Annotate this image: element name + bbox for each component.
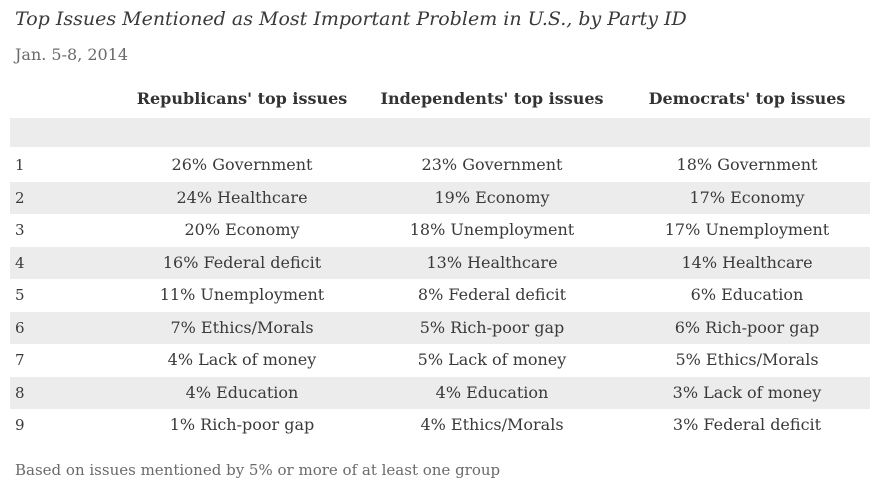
republican-issue-cell: 26% Government <box>171 155 313 174</box>
independent-issue-cell: 23% Government <box>421 155 563 174</box>
header-band <box>10 118 870 147</box>
republican-issue-cell: 4% Lack of money <box>167 350 317 369</box>
rank-cell: 4 <box>15 253 25 272</box>
democrat-issue-cell: 5% Ethics/Morals <box>675 350 819 369</box>
republican-issue-cell: 16% Federal deficit <box>162 252 322 272</box>
issues-table: 1 26% Government 23% Government 18% Gove… <box>10 149 870 442</box>
republican-issue-cell: 24% Healthcare <box>176 187 308 207</box>
footnote: Based on issues mentioned by 5% or more … <box>15 461 501 479</box>
rank-cell: 8 <box>15 383 25 402</box>
republican-issue-cell: 11% Unemployment <box>159 285 325 304</box>
democrat-issue-cell: 6% Education <box>690 285 804 304</box>
democrat-issue-cell: 17% Economy <box>689 187 805 207</box>
table-header: Republicans' top issues Independents' to… <box>15 89 870 115</box>
table-row: 3 20% Economy 18% Unemployment 17% Unemp… <box>10 214 870 247</box>
independent-issue-cell: 8% Federal deficit <box>417 285 567 304</box>
column-header-independents: Independents' top issues <box>380 89 604 108</box>
democrat-issue-cell: 14% Healthcare <box>681 252 813 272</box>
independent-issue-cell: 19% Economy <box>434 187 550 207</box>
rank-cell: 2 <box>15 188 25 207</box>
rank-cell: 1 <box>15 156 25 174</box>
table-row: 1 26% Government 23% Government 18% Gove… <box>10 149 870 182</box>
survey-date: Jan. 5-8, 2014 <box>15 45 129 64</box>
rank-cell: 5 <box>15 286 25 304</box>
chart-title: Top Issues Mentioned as Most Important P… <box>15 8 687 30</box>
table-row: 4 16% Federal deficit 13% Healthcare 14%… <box>10 246 870 279</box>
independent-issue-cell: 5% Rich-poor gap <box>419 317 565 337</box>
independent-issue-cell: 4% Education <box>435 382 549 402</box>
table-row: 5 11% Unemployment 8% Federal deficit 6%… <box>10 279 870 312</box>
republican-issue-cell: 4% Education <box>185 382 299 402</box>
independent-issue-cell: 4% Ethics/Morals <box>420 415 564 434</box>
table-row: 9 1% Rich-poor gap 4% Ethics/Morals 3% F… <box>10 409 870 442</box>
democrat-issue-cell: 17% Unemployment <box>664 220 830 239</box>
democrat-issue-cell: 3% Federal deficit <box>672 415 822 434</box>
democrat-issue-cell: 6% Rich-poor gap <box>674 317 820 337</box>
republican-issue-cell: 20% Economy <box>184 220 300 239</box>
democrat-issue-cell: 3% Lack of money <box>672 382 822 402</box>
independent-issue-cell: 13% Healthcare <box>426 252 558 272</box>
column-header-republicans: Republicans' top issues <box>136 89 348 108</box>
rank-cell: 9 <box>15 416 25 434</box>
column-header-democrats: Democrats' top issues <box>648 89 846 108</box>
rank-cell: 7 <box>15 351 25 369</box>
independent-issue-cell: 5% Lack of money <box>417 350 567 369</box>
table-row: 7 4% Lack of money 5% Lack of money 5% E… <box>10 344 870 377</box>
independent-issue-cell: 18% Unemployment <box>409 220 575 239</box>
republican-issue-cell: 7% Ethics/Morals <box>170 317 314 337</box>
democrat-issue-cell: 18% Government <box>676 155 818 174</box>
table-row: 8 4% Education 4% Education 3% Lack of m… <box>10 376 870 409</box>
table-row: 2 24% Healthcare 19% Economy 17% Economy <box>10 181 870 214</box>
republican-issue-cell: 1% Rich-poor gap <box>169 415 315 434</box>
rank-cell: 3 <box>15 221 25 239</box>
table-row: 6 7% Ethics/Morals 5% Rich-poor gap 6% R… <box>10 311 870 344</box>
rank-cell: 6 <box>15 318 25 337</box>
